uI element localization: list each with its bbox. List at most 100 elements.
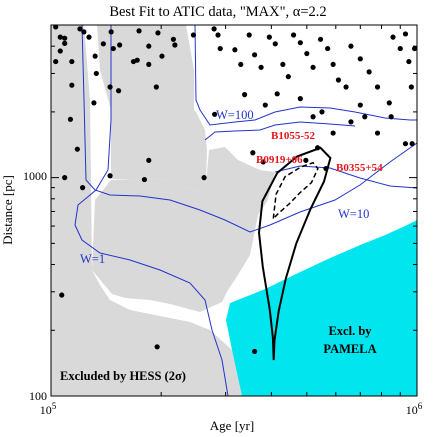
pulsar-point [212,111,218,117]
contour-w100-inner [204,121,356,141]
pulsar-point [53,58,59,65]
named-pulsar-point [303,157,309,163]
contour-label-w10: W=10 [338,207,369,221]
pulsar-point [319,109,325,115]
x-tick-label-1e5: 105 [40,401,57,417]
chart-title-alpha: α [293,4,301,20]
pulsar-point [290,32,297,38]
pulsar-point [317,36,324,42]
fit-contour-solid [257,146,332,361]
pulsar-point [388,114,394,120]
pulsar-point [172,42,178,48]
pulsar-point [335,77,342,83]
hess-label-sigma: σ [175,369,182,383]
contour-w1 [74,25,229,396]
x-tick-base-1e5: 10 [40,403,52,417]
pulsar-point [258,64,264,70]
pulsar-point [53,25,59,30]
pulsar-point [285,74,291,80]
pulsar-point [134,57,140,63]
pulsar-point [62,40,68,46]
pulsar-point [77,26,83,32]
pulsar-point [402,31,409,37]
pulsar-point [69,82,75,88]
pulsar-label-b0919: B0919+06 [256,154,303,166]
hess-label-c: ) [182,369,186,383]
y-tick-label-100: 100 [29,389,47,403]
x-tick-label-1e6: 106 [406,401,423,417]
pulsar-point [411,45,417,52]
pulsar-point [211,26,217,32]
pulsar-point [374,130,381,136]
pamela-region-label-2: PAMELA [323,342,376,356]
chart-title: Best Fit to ATIC data, "MAX", α=2.2 [109,4,326,20]
pulsar-point [91,100,97,106]
pulsar-point [343,84,349,90]
pulsar-point [92,53,98,59]
pulsar-point [297,40,303,46]
x-tick-base-1e6: 10 [406,403,418,417]
hess-excluded-region-middle [92,147,275,312]
pulsar-point [260,159,266,165]
pulsar-point [241,92,248,98]
pulsar-point [159,53,165,59]
chart-title-main: Best Fit to ATIC data, "MAX", [109,4,292,20]
pulsar-point [357,56,363,62]
pulsar-point [80,185,86,191]
pulsar-point [406,58,412,65]
pulsar-points [53,25,417,355]
hess-excluded-region-upper [97,25,207,192]
pulsar-point [390,34,396,40]
fit-contour-dashed [272,161,319,220]
plot-frame [50,24,418,397]
pulsar-point [69,58,75,65]
pulsar-point [190,32,197,38]
x-axis-label: Age [yr] [210,418,254,433]
pulsar-point [330,61,336,68]
y-tick-label-1000: 1000 [23,169,47,183]
pulsar-label-b1055: B1055-52 [271,130,316,142]
pamela-region-label-1: Excl. by [328,324,372,338]
pulsar-point [107,84,113,90]
x-tick-exp-1e5: 5 [52,401,57,411]
pulsar-point [274,91,280,97]
pulsar-point [366,69,372,75]
pulsar-point [330,130,336,136]
pulsar-point [74,146,80,152]
pulsar-point [154,344,160,350]
pulsar-point [170,36,177,42]
axis-ticks [50,24,418,397]
x-tick-exp-1e6: 6 [418,401,423,411]
pulsar-point [409,141,415,147]
pulsar-point [153,84,159,90]
pulsar-point [201,175,207,181]
pulsar-point [100,41,106,47]
pulsar-point [386,100,392,106]
pulsar-point [252,52,258,58]
pulsar-point [310,64,316,70]
plot-area [51,25,417,396]
hess-label-a: Excluded by HESS (2 [60,369,175,383]
fit-contours [257,146,332,361]
contour-label-w100: W=100 [216,108,254,122]
pulsar-point [397,45,403,52]
pulsar-point [280,61,286,68]
pulsar-point [362,114,368,120]
pulsar-point [348,119,354,125]
pulsar-point [252,348,258,355]
pulsar-point [232,47,238,53]
contour-w100 [194,25,417,126]
contour-w10-inner [274,165,417,189]
pulsar-point [146,61,152,68]
chart-title-value: =2.2 [300,4,326,20]
pulsar-label-b0355: B0355+54 [336,162,383,174]
pulsar-point [272,41,278,47]
pulsar-point [110,45,116,52]
contour-label-w1: W=1 [80,252,105,266]
allowed-gap [230,165,417,303]
pulsar-point [402,141,409,147]
pulsar-point [304,50,310,57]
w-contours [74,25,417,396]
pulsar-point [108,29,114,35]
